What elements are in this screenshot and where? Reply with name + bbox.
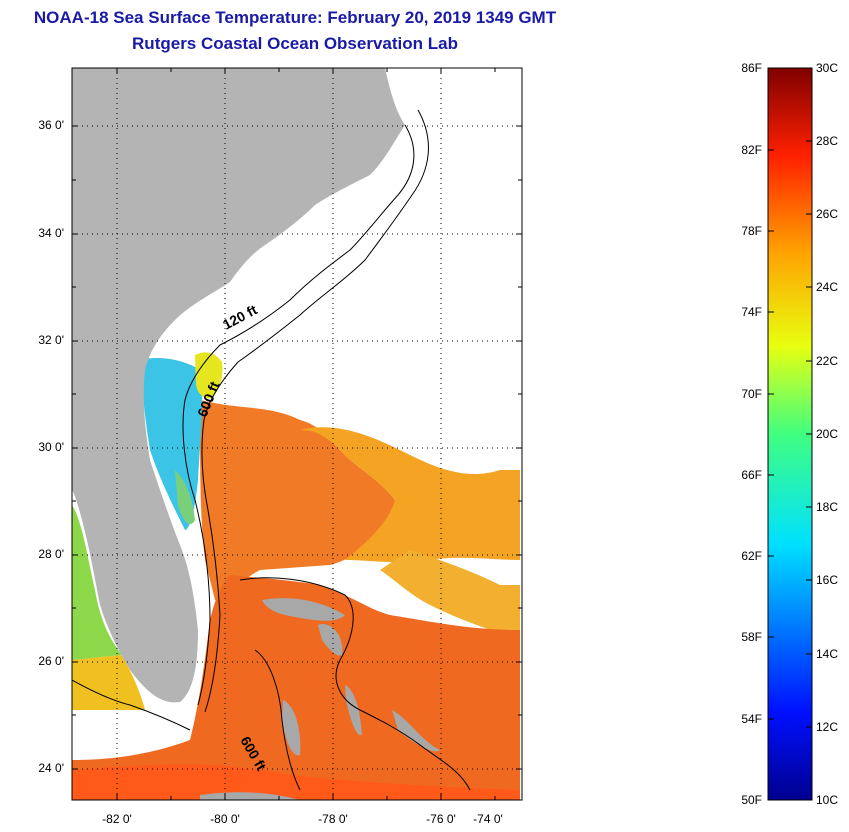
land-andros bbox=[282, 700, 301, 756]
lat-label-24: 24 0' bbox=[38, 761, 64, 775]
contour-120ft bbox=[182, 124, 415, 706]
colorbar-label-30c: 30C bbox=[816, 61, 839, 75]
lon-label-80: -80 0' bbox=[210, 812, 240, 826]
colorbar-label-62f: 62F bbox=[741, 549, 762, 563]
land-exuma bbox=[392, 710, 440, 752]
page-title: NOAA-18 Sea Surface Temperature: Februar… bbox=[33, 8, 557, 27]
colorbar-label-86f: 86F bbox=[741, 61, 762, 75]
sst-yellow-shelf bbox=[195, 352, 223, 399]
map-frame bbox=[71, 67, 523, 801]
page-subtitle: Rutgers Coastal Ocean Observation Lab bbox=[132, 34, 458, 53]
sst-cool-coastal bbox=[140, 358, 203, 530]
colorbar-label-74f: 74F bbox=[741, 305, 762, 319]
colorbar-label-58f: 58F bbox=[741, 630, 762, 644]
lat-label-26: 26 0' bbox=[38, 654, 64, 668]
colorbar-label-78f: 78F bbox=[741, 224, 762, 238]
colorbar-label-26c: 26C bbox=[816, 207, 839, 221]
colorbar-label-10c: 10C bbox=[816, 793, 839, 807]
colorbar bbox=[767, 67, 813, 801]
land-eleuthera bbox=[345, 685, 362, 736]
contour-gulf bbox=[72, 679, 191, 731]
lon-label-74: -74 0' bbox=[473, 812, 503, 826]
lat-label-36: 36 0' bbox=[38, 118, 64, 132]
colorbar-label-82f: 82F bbox=[741, 143, 762, 157]
colorbar-label-22c: 22C bbox=[816, 354, 839, 368]
land-us-southeast bbox=[72, 68, 405, 703]
sst-greenish-coastal bbox=[175, 470, 195, 525]
sst-mid-band-east bbox=[380, 550, 520, 640]
lon-label-78: -78 0' bbox=[318, 812, 348, 826]
map-area bbox=[72, 68, 522, 800]
colorbar-label-70f: 70F bbox=[741, 387, 762, 401]
graticule bbox=[72, 68, 522, 800]
lat-label-32: 32 0' bbox=[38, 333, 64, 347]
colorbar-label-18c: 18C bbox=[816, 500, 839, 514]
sst-warm-straits bbox=[72, 575, 520, 800]
lat-label-28: 28 0' bbox=[38, 547, 64, 561]
contour-bahamas-inner bbox=[254, 649, 301, 791]
colorbar-label-16c: 16C bbox=[816, 573, 839, 587]
lon-label-82: -82 0' bbox=[102, 812, 132, 826]
sst-gulf-yellow bbox=[72, 655, 145, 710]
colorbar-label-50f: 50F bbox=[741, 793, 762, 807]
colorbar-label-24c: 24C bbox=[816, 280, 839, 294]
contour-600ft bbox=[201, 109, 429, 713]
lon-label-76: -76 0' bbox=[426, 812, 456, 826]
colorbar-label-14c: 14C bbox=[816, 647, 839, 661]
colorbar-ticks bbox=[768, 140, 812, 728]
lat-label-34: 34 0' bbox=[38, 226, 64, 240]
colorbar-label-66f: 66F bbox=[741, 468, 762, 482]
sst-gulf-green bbox=[72, 505, 122, 660]
map-ticks bbox=[72, 68, 522, 800]
land-grand-bahama bbox=[262, 598, 345, 621]
sst-warm-gulfstream bbox=[200, 400, 395, 600]
colorbar-label-12c: 12C bbox=[816, 720, 839, 734]
lat-label-30: 30 0' bbox=[38, 440, 64, 454]
colorbar-label-20c: 20C bbox=[816, 427, 839, 441]
sst-mid-band bbox=[300, 427, 520, 563]
colorbar-label-54f: 54F bbox=[741, 712, 762, 726]
colorbar-label-28c: 28C bbox=[816, 134, 839, 148]
land-abaco bbox=[318, 624, 343, 656]
contour-bahamas-bank bbox=[239, 577, 471, 791]
